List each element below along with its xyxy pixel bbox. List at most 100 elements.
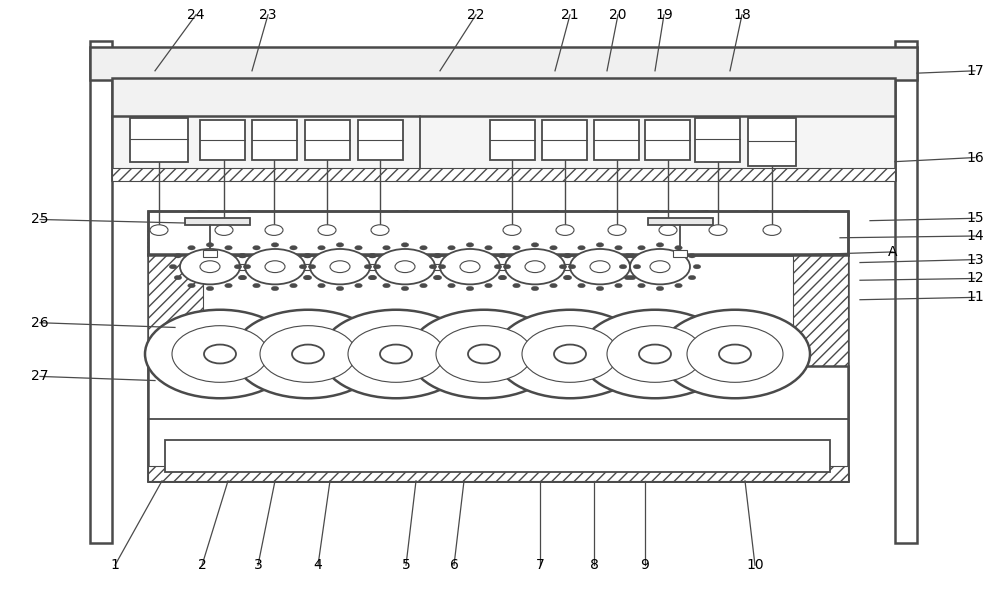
Bar [148,254,203,481]
Circle shape [290,245,297,250]
Circle shape [253,245,260,250]
Circle shape [321,310,471,398]
Circle shape [206,286,214,291]
Circle shape [169,264,177,269]
Circle shape [318,283,325,288]
Circle shape [495,310,645,398]
Circle shape [172,326,268,382]
Circle shape [438,264,446,269]
Circle shape [368,254,376,258]
Text: 17: 17 [966,64,984,78]
Circle shape [233,310,383,398]
Circle shape [607,326,703,382]
Text: 23: 23 [259,8,277,22]
Circle shape [559,264,567,269]
Circle shape [570,249,630,284]
Circle shape [150,225,168,235]
Bar [185,218,250,225]
Circle shape [290,283,297,288]
Text: 3: 3 [254,558,262,572]
Circle shape [656,286,664,291]
Circle shape [318,245,325,250]
Circle shape [615,283,622,288]
Circle shape [433,276,441,280]
Bar [112,116,895,180]
Bar [148,466,848,481]
Circle shape [420,245,427,250]
Text: 18: 18 [733,8,751,22]
Circle shape [499,276,507,280]
Circle shape [564,254,572,258]
Circle shape [355,245,362,250]
Circle shape [375,249,435,284]
Bar [148,254,848,481]
Circle shape [433,254,441,258]
Circle shape [215,225,233,235]
Circle shape [434,254,442,258]
Text: 4: 4 [314,558,322,572]
Text: 5: 5 [402,558,410,572]
Circle shape [578,283,585,288]
Bar [793,254,848,481]
Circle shape [206,242,214,247]
Circle shape [371,225,389,235]
Circle shape [436,326,532,382]
Circle shape [639,345,671,363]
Bar [200,120,245,160]
Bar [112,168,895,181]
Circle shape [608,225,626,235]
Circle shape [596,286,604,291]
Text: 1: 1 [111,558,119,572]
Circle shape [650,261,670,273]
Circle shape [434,276,442,280]
Circle shape [355,283,362,288]
Circle shape [380,345,412,363]
Circle shape [401,242,409,247]
Bar [203,250,217,257]
Bar [130,118,188,162]
Bar [148,211,848,255]
Circle shape [466,286,474,291]
Circle shape [688,254,696,258]
Circle shape [460,261,480,273]
Circle shape [503,264,511,269]
Circle shape [401,286,409,291]
Circle shape [188,245,195,250]
Circle shape [368,276,376,280]
Bar [358,120,403,160]
Circle shape [395,261,415,273]
Circle shape [531,242,539,247]
Circle shape [709,225,727,235]
Bar [148,366,848,481]
Circle shape [485,283,492,288]
Circle shape [659,225,677,235]
Circle shape [628,276,636,280]
Text: 10: 10 [746,558,764,572]
Circle shape [145,310,295,398]
Circle shape [336,242,344,247]
Circle shape [369,276,377,280]
Circle shape [568,264,576,269]
Circle shape [225,245,232,250]
Circle shape [303,254,311,258]
Circle shape [303,276,311,280]
Bar [165,440,830,472]
Circle shape [292,345,324,363]
Circle shape [239,254,247,258]
Circle shape [564,276,572,280]
Circle shape [364,264,372,269]
Text: 8: 8 [590,558,598,572]
Circle shape [271,286,279,291]
Text: 21: 21 [561,8,579,22]
Circle shape [580,310,730,398]
Circle shape [265,261,285,273]
Text: 15: 15 [966,211,984,225]
Circle shape [633,264,641,269]
Text: 22: 22 [467,8,485,22]
Circle shape [675,245,682,250]
Text: 20: 20 [609,8,627,22]
Text: 9: 9 [641,558,649,572]
Text: 24: 24 [187,8,205,22]
Circle shape [688,276,696,280]
Circle shape [318,225,336,235]
